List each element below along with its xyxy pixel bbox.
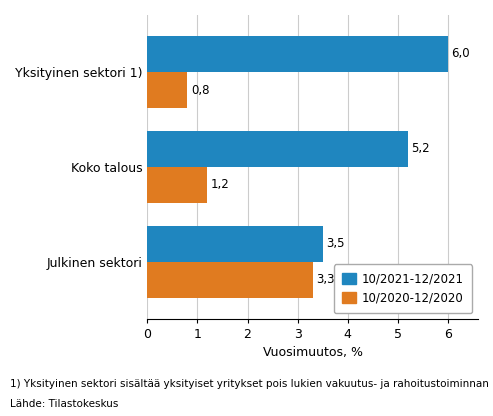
Bar [147, 36, 448, 72]
Text: 1) Yksityinen sektori sisältää yksityiset yritykset pois lukien vakuutus- ja rah: 1) Yksityinen sektori sisältää yksityise… [10, 379, 493, 389]
Text: 6,0: 6,0 [452, 47, 470, 60]
Bar [147, 226, 323, 262]
Bar [147, 262, 313, 298]
Text: 5,2: 5,2 [411, 142, 430, 155]
Legend: 10/2021-12/2021, 10/2020-12/2020: 10/2021-12/2021, 10/2020-12/2020 [333, 265, 472, 313]
Bar [147, 167, 208, 203]
Text: Lähde: Tilastokeskus: Lähde: Tilastokeskus [10, 399, 118, 409]
Text: 0,8: 0,8 [191, 84, 210, 97]
Text: 3,5: 3,5 [326, 237, 345, 250]
X-axis label: Vuosimuutos, %: Vuosimuutos, % [263, 347, 363, 359]
Text: 3,3: 3,3 [316, 273, 335, 286]
Bar [147, 72, 187, 108]
Text: 1,2: 1,2 [211, 178, 230, 191]
Bar [147, 131, 408, 167]
